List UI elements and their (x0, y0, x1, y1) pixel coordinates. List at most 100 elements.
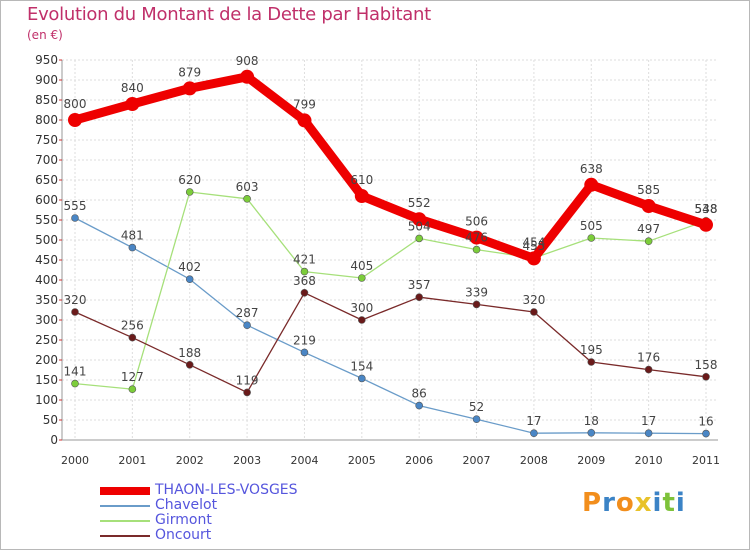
data-point-girmont (71, 379, 79, 388)
data-label-oncourt: 195 (580, 343, 603, 357)
data-point-thaon-les-vosges (412, 212, 427, 227)
series-line-oncourt (74, 292, 707, 394)
data-point-oncourt (358, 316, 366, 324)
data-label-chavelot: 219 (293, 333, 316, 347)
logo-letter: r (602, 488, 616, 518)
y-tick-label: 900 (35, 73, 58, 87)
legend-label: Chavelot (155, 497, 218, 513)
data-label-oncourt: 158 (695, 358, 718, 372)
data-label-thaon-les-vosges: 552 (408, 196, 431, 210)
data-label-thaon-les-vosges: 840 (121, 81, 144, 95)
data-point-oncourt (587, 358, 596, 366)
data-point-girmont (185, 188, 194, 196)
data-label-girmont: 497 (637, 222, 660, 236)
data-point-girmont (472, 245, 481, 254)
data-label-chavelot: 17 (526, 414, 541, 428)
y-tick-label: 450 (35, 253, 58, 267)
y-tick-label: 250 (35, 333, 58, 347)
data-point-chavelot (644, 429, 653, 438)
data-label-oncourt: 300 (350, 301, 373, 315)
data-point-girmont (644, 237, 653, 245)
data-label-oncourt: 188 (178, 346, 201, 360)
legend-swatch (100, 520, 150, 522)
y-tick-label: 850 (35, 93, 58, 107)
proxiti-logo: Proxiti (582, 488, 686, 518)
data-label-oncourt: 339 (465, 285, 488, 299)
y-tick-label: 300 (35, 313, 58, 327)
data-point-thaon-les-vosges (125, 97, 140, 111)
data-label-girmont: 620 (178, 173, 201, 187)
x-tick-label: 2003 (233, 454, 261, 467)
data-point-girmont (358, 274, 366, 282)
y-tick-label: 550 (35, 213, 58, 227)
data-point-thaon-les-vosges (240, 69, 255, 84)
data-point-thaon-les-vosges (297, 113, 312, 128)
data-label-girmont: 455 (522, 239, 545, 253)
data-label-girmont: 141 (64, 365, 87, 379)
series-line-chavelot (74, 217, 707, 435)
data-label-thaon-les-vosges: 799 (293, 97, 316, 111)
y-tick-label: 50 (43, 413, 58, 427)
y-tick-label: 650 (35, 173, 58, 187)
data-label-thaon-les-vosges: 538 (695, 202, 718, 216)
chart-unit: (en €) (27, 28, 63, 42)
axes: 0 50 100 150 200 250 300 350 400 450 500 550 600 650 7… (35, 53, 720, 467)
data-point-girmont (128, 385, 137, 394)
data-point-oncourt (71, 308, 79, 316)
logo-letter: i (652, 488, 663, 518)
data-label-chavelot: 287 (236, 306, 259, 320)
data-point-thaon-les-vosges (68, 113, 82, 127)
data-point-chavelot (300, 348, 309, 357)
chart-title: Evolution du Montant de la Dette par Hab… (27, 4, 431, 25)
series (68, 69, 713, 438)
data-label-thaon-les-vosges: 585 (637, 183, 660, 197)
data-point-thaon-les-vosges (641, 199, 656, 213)
data-point-girmont (415, 234, 423, 243)
grid (62, 59, 718, 441)
data-label-girmont: 504 (408, 219, 431, 233)
data-point-thaon-les-vosges (182, 81, 197, 96)
data-label-chavelot: 16 (698, 415, 713, 429)
data-label-chavelot: 154 (350, 359, 373, 373)
x-tick-label: 2004 (290, 454, 318, 467)
y-tick-label: 0 (50, 433, 58, 447)
data-labels: 800 840 879 908 799 610 552 506 454 638 585 538 555 4… (64, 54, 718, 429)
legend-label: THAON-LES-VOSGES (155, 482, 298, 498)
data-label-girmont: 421 (293, 253, 316, 267)
data-point-oncourt (185, 360, 194, 369)
data-label-chavelot: 86 (412, 387, 427, 401)
x-tick-label: 2011 (692, 454, 720, 467)
data-label-thaon-les-vosges: 610 (350, 173, 373, 187)
y-tick-label: 350 (35, 293, 58, 307)
data-label-chavelot: 17 (641, 414, 656, 428)
data-label-oncourt: 256 (121, 319, 144, 333)
y-tick-label: 150 (35, 373, 58, 387)
logo-letter: o (615, 488, 635, 518)
data-label-thaon-les-vosges: 879 (178, 65, 201, 79)
series-line-thaon-les-vosges (70, 72, 711, 263)
data-point-girmont (587, 234, 596, 242)
logo-letter: t (662, 488, 676, 518)
legend-label: Oncourt (155, 527, 212, 543)
data-point-chavelot (185, 275, 194, 284)
data-label-girmont: 603 (236, 180, 259, 194)
data-point-chavelot (358, 374, 366, 383)
data-point-thaon-les-vosges (469, 230, 484, 245)
x-tick-label: 2005 (348, 454, 376, 467)
data-point-chavelot (243, 321, 251, 330)
y-tick-label: 500 (35, 233, 58, 247)
y-tick-label: 200 (35, 353, 58, 367)
data-label-girmont: 505 (580, 219, 603, 233)
x-tick-label: 2008 (520, 454, 548, 467)
y-tick-label: 950 (35, 53, 58, 67)
data-label-thaon-les-vosges: 506 (465, 215, 488, 229)
data-label-oncourt: 320 (522, 293, 545, 307)
data-label-chavelot: 481 (121, 229, 144, 243)
data-point-girmont (243, 195, 251, 203)
data-label-thaon-les-vosges: 638 (580, 162, 603, 176)
data-label-thaon-les-vosges: 454 (522, 235, 545, 249)
logo-letter: P (582, 488, 603, 518)
x-tick-label: 2000 (61, 454, 89, 467)
legend-label: Girmont (155, 512, 212, 528)
